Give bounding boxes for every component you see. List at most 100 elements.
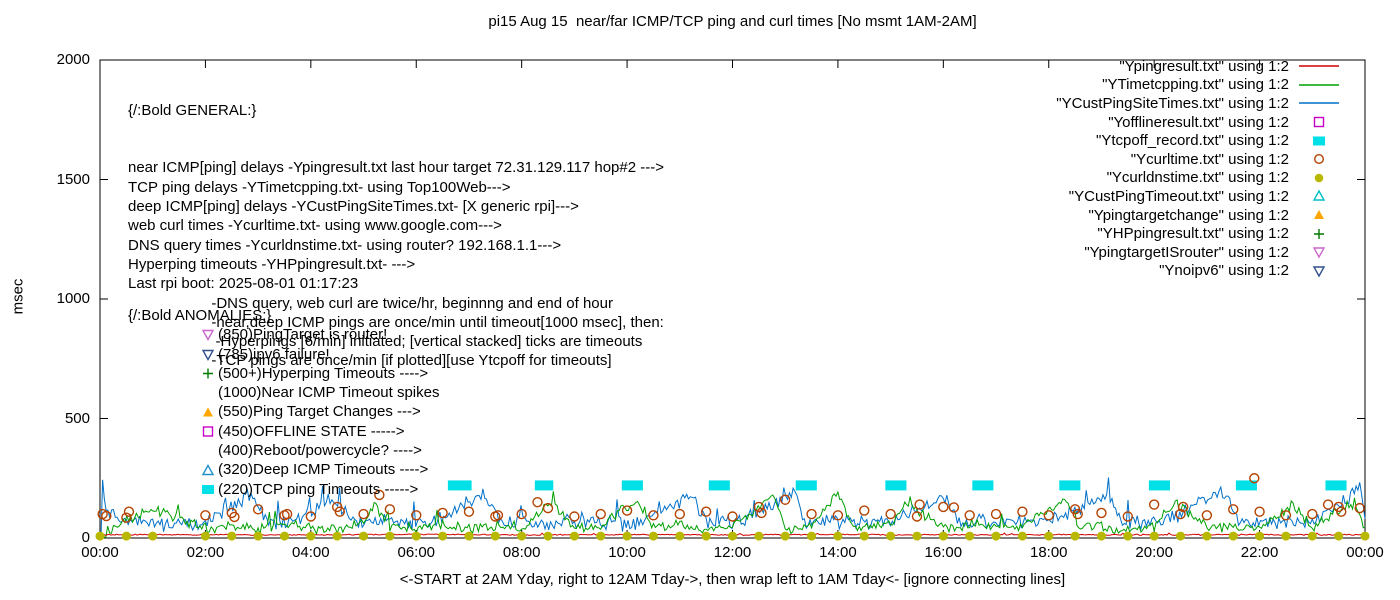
curl-time-point [911, 511, 923, 522]
dns-time-point [807, 531, 817, 541]
general-line: -TCP pings are once/min [if plotted][use… [128, 352, 612, 370]
anomaly-text: (500+)Hyperping Timeouts ----> [218, 364, 429, 382]
legend-label: "Ycurltime.txt" using 1:2 [1130, 150, 1289, 168]
curl-time-point [1072, 508, 1083, 520]
curl-time-point [753, 501, 765, 513]
dns-time-point [780, 531, 790, 541]
dns-time-point [754, 531, 764, 541]
anomaly-item: (785)ipv6 failure! [200, 345, 439, 364]
curl-time-point [1017, 506, 1028, 517]
anomaly-item: (500+)Hyperping Timeouts ----> [200, 364, 439, 383]
anomaly-text: (450)OFFLINE STATE -----> [218, 422, 405, 440]
general-line: Hyperping timeouts -YHPpingresult.txt- -… [128, 255, 416, 273]
curl-time-point [700, 506, 712, 517]
legend-entry: "Ycurltime.txt" using 1:2 [1056, 150, 1342, 169]
general-line: -Hyperpings [6/min] initiated; [vertical… [128, 333, 643, 351]
dns-time-point [938, 531, 948, 541]
anomaly-item: (450)OFFLINE STATE -----> [200, 422, 439, 441]
series-line-YCustPingSiteTimes [100, 477, 1366, 535]
x-tick-label: 08:00 [502, 544, 541, 561]
curl-time-point [914, 499, 925, 510]
curl-time-point [780, 494, 791, 505]
general-line: web curl times -Ycurltime.txt- using www… [128, 217, 502, 235]
dns-time-point [833, 531, 843, 541]
dns-time-point [385, 531, 395, 541]
no-marker-spacer [200, 385, 218, 400]
x-tick-label: 18:00 [1029, 544, 1068, 561]
legend-marker-icon [1313, 116, 1325, 128]
anomaly-text: (400)Reboot/powercycle? ----> [218, 442, 422, 460]
general-line: deep ICMP[ping] delays -YCustPingSiteTim… [128, 198, 579, 216]
curl-time-point [674, 508, 685, 520]
general-line: near ICMP[ping] delays -Ypingresult.txt … [128, 159, 665, 177]
dns-time-point [991, 531, 1001, 541]
x-tick-label: 22:00 [1240, 544, 1279, 561]
legend-label: "YpingtargetISrouter" using 1:2 [1084, 243, 1289, 261]
curl-time-point [374, 489, 385, 501]
curl-time-point [123, 506, 135, 517]
legend-label: "Ytcpoff_record.txt" using 1:2 [1096, 132, 1289, 150]
curl-time-point [358, 508, 369, 520]
curl-time-point [648, 510, 659, 521]
legend-entry: "Ycurldnstime.txt" using 1:2 [1056, 169, 1342, 188]
dns-time-point [622, 531, 632, 541]
x-tick-label: 14:00 [819, 544, 857, 561]
curl-time-point [121, 512, 132, 523]
dns-time-point [200, 531, 210, 541]
y-tick-label: 2000 [56, 51, 90, 68]
dns-time-point [1228, 531, 1238, 541]
curl-time-point [1177, 501, 1189, 513]
dns-time-point [1149, 531, 1159, 541]
anomaly-item: (1000)Near ICMP Timeout spikes [200, 383, 439, 402]
dns-time-point [121, 531, 131, 541]
legend-line-sample [1299, 84, 1339, 86]
tcp-timeout-bar [795, 480, 817, 491]
x-tick-label: 00:00 [81, 544, 119, 561]
dns-time-point [1176, 531, 1186, 541]
square-filled-icon [202, 484, 214, 494]
legend-entry: "Ypingtargetchange" using 1:2 [1056, 206, 1342, 225]
legend-marker-icon [1314, 154, 1325, 165]
y-tick-label: 0 [81, 529, 90, 546]
legend-label: "YCustPingSiteTimes.txt" using 1:2 [1056, 94, 1289, 112]
general-line: Last rpi boot: 2025-08-01 01:17:23 [128, 275, 359, 293]
tcp-timeout-bar [621, 480, 643, 491]
general-line: DNS query times -Ycurldnstime.txt- using… [128, 236, 562, 254]
curl-time-point [1148, 499, 1160, 510]
curl-time-point [229, 511, 240, 523]
legend-entry: "YCustPingSiteTimes.txt" using 1:2 [1056, 94, 1342, 113]
curl-time-point [806, 508, 817, 520]
general-annotation-block: {/:Bold GENERAL:} near ICMP[ping] delays… [128, 62, 664, 390]
curl-time-point [384, 504, 396, 515]
dns-time-point [886, 531, 896, 541]
x-tick-label: 00:00 [1346, 544, 1384, 561]
tcp-timeout-bar [1059, 480, 1081, 491]
curl-time-point [1307, 508, 1318, 520]
legend-entry: "YCustPingTimeout.txt" using 1:2 [1056, 187, 1342, 206]
curl-time-point [1228, 504, 1239, 515]
curl-time-point [1280, 510, 1292, 521]
curl-time-point [756, 507, 767, 519]
y-tick-label: 500 [64, 409, 90, 427]
anomaly-items: (850)PingTarget is router! (785)ipv6 fail… [128, 325, 439, 499]
curl-time-point [492, 510, 504, 521]
legend-entry: "YTimetcpping.txt" using 1:2 [1056, 76, 1342, 95]
dns-time-point [95, 531, 105, 541]
y-axis-label: msec [9, 278, 27, 315]
dns-time-point [1096, 531, 1106, 541]
curl-time-point [569, 511, 580, 522]
dns-time-point [965, 531, 975, 541]
legend-label: "Ynoipv6" using 1:2 [1159, 262, 1289, 280]
dns-time-point [728, 531, 737, 541]
dns-time-point [859, 531, 869, 541]
tcp-timeout-bar [972, 480, 994, 491]
curl-time-point [252, 504, 264, 515]
dns-time-point [1360, 531, 1370, 541]
curl-time-point [990, 508, 1002, 520]
legend-marker-icon [1312, 190, 1326, 202]
x-tick-label: 20:00 [1135, 544, 1173, 561]
curl-time-point [948, 502, 960, 513]
triangle-up-filled-icon [203, 407, 213, 417]
anomaly-item: (850)PingTarget is router! [200, 325, 439, 344]
